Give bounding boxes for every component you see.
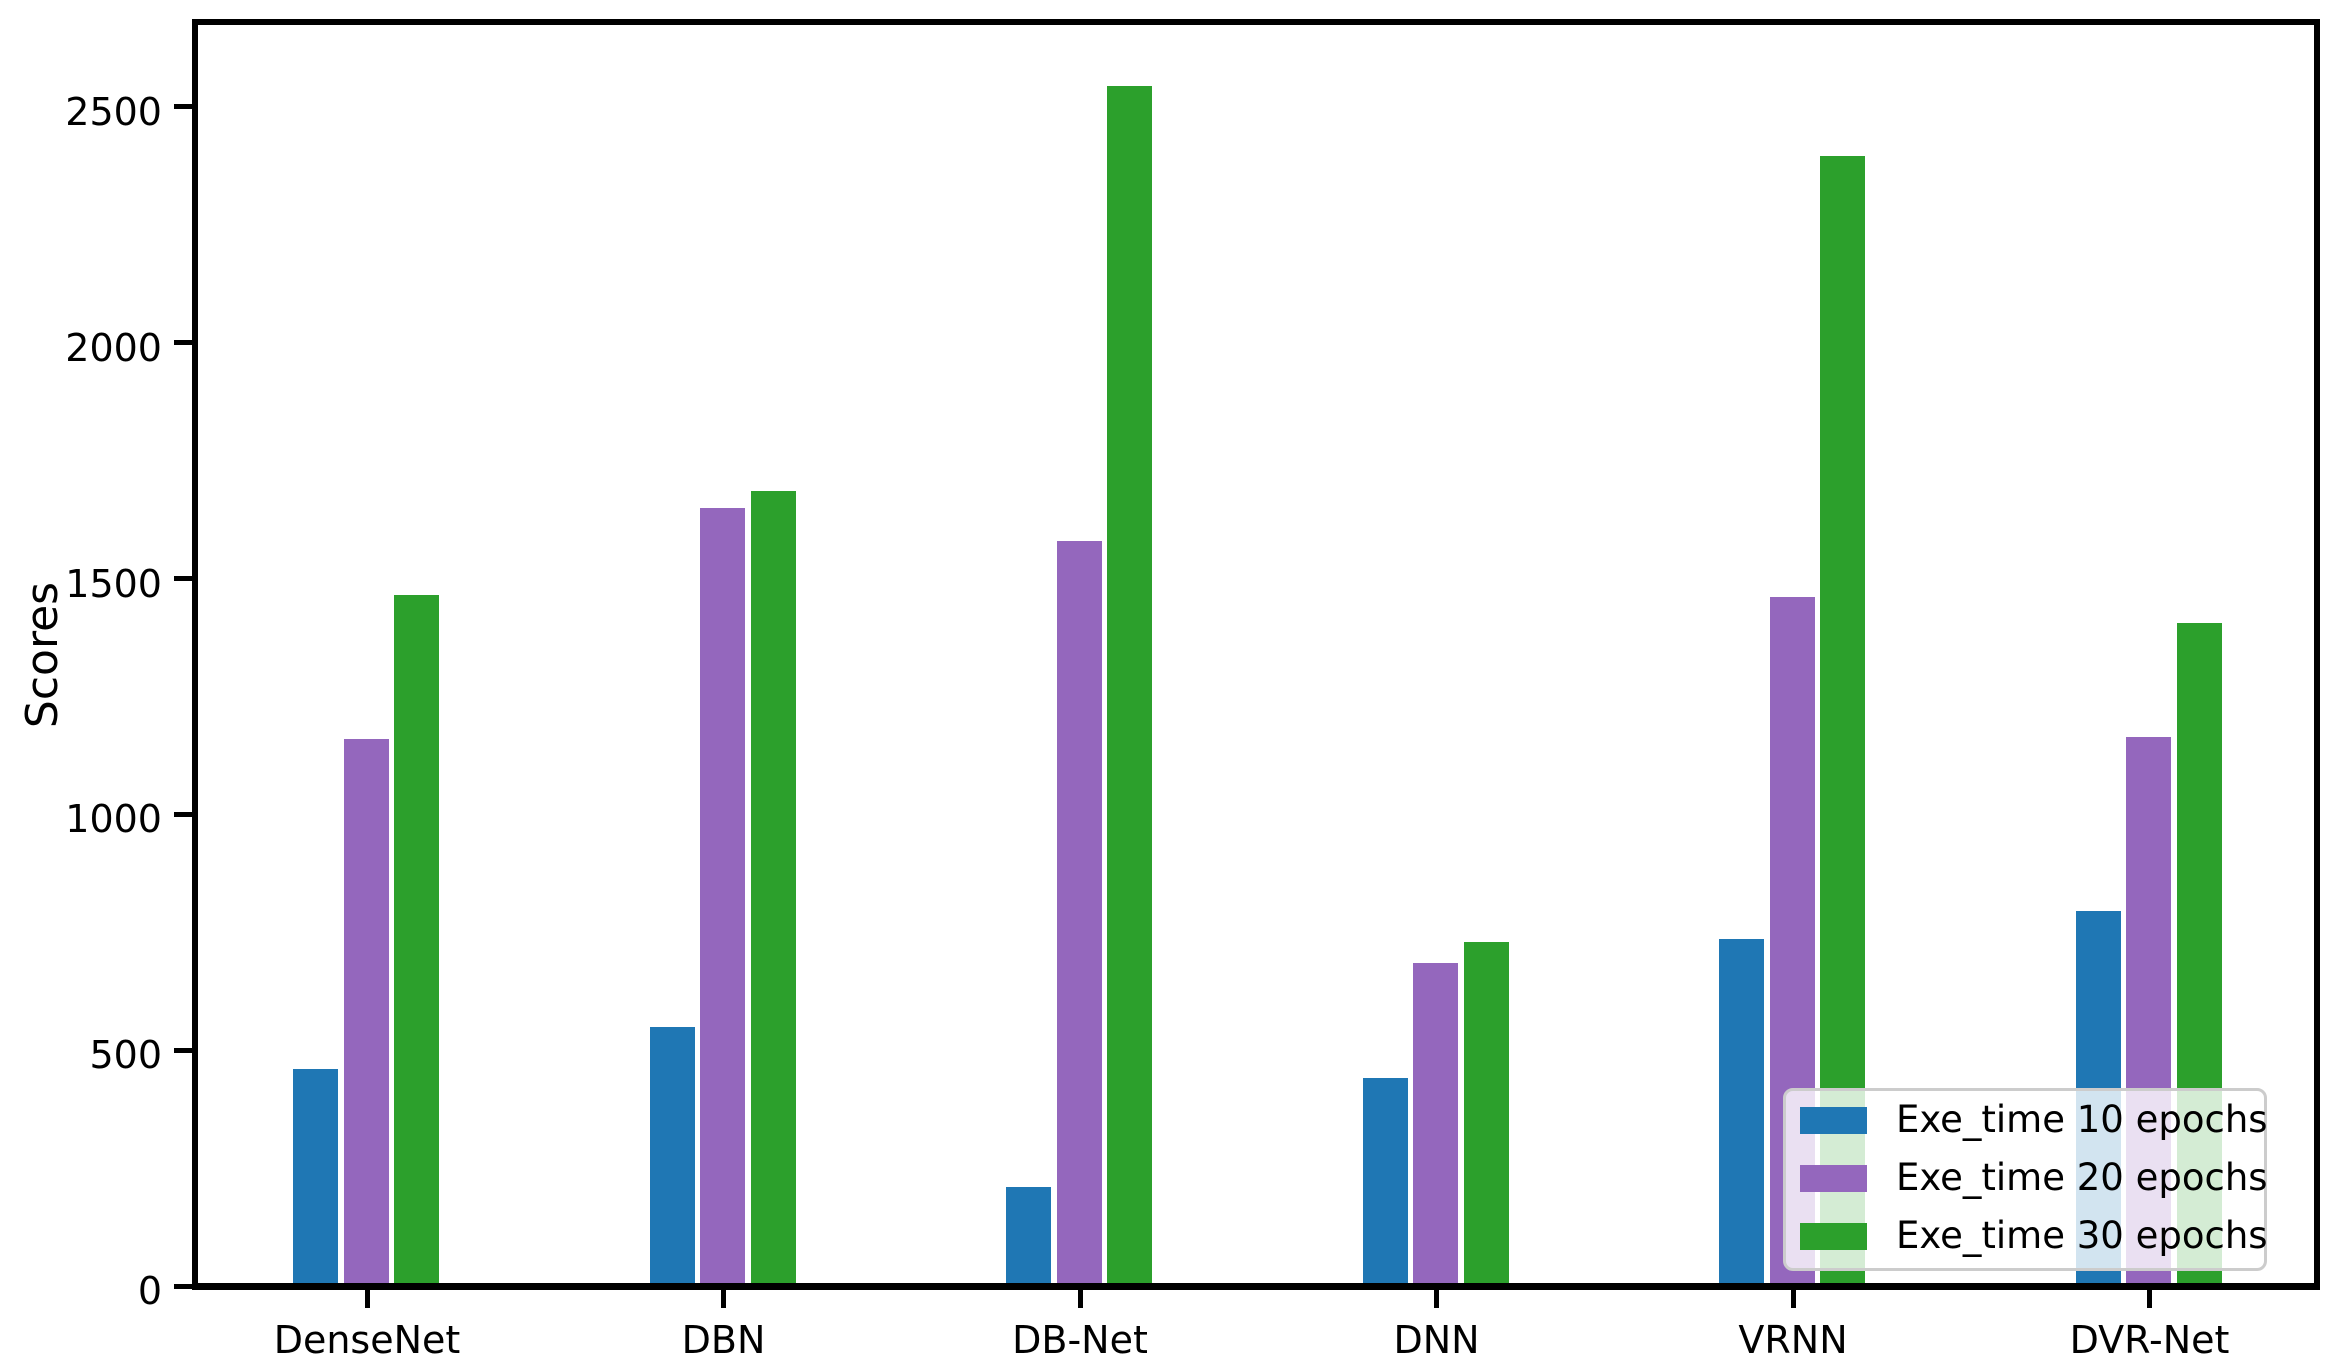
bar-DBN-series3	[750, 491, 796, 1286]
spine-top	[192, 19, 2320, 25]
y-tick-label-1000: 1000	[65, 797, 162, 842]
bar-VRNN-series1	[1719, 939, 1765, 1286]
y-tick-mark-0	[174, 1283, 192, 1289]
y-axis-spine-left	[192, 19, 198, 1289]
bar-DBN-series2	[700, 507, 746, 1286]
y-axis-label: Scores	[16, 581, 68, 729]
x-tick-mark-DBN	[721, 1290, 726, 1308]
legend-row-1: Exe_time 10 epochs	[1786, 1101, 2268, 1138]
x-tick-mark-VRNN	[1790, 1290, 1796, 1308]
bar-DenseNet-series1	[293, 1069, 339, 1286]
legend-row-3: Exe_time 30 epochs	[1786, 1217, 2268, 1254]
x-tick-mark-DB-Net	[1077, 1290, 1083, 1308]
x-tick-label-DenseNet: DenseNet	[273, 1318, 461, 1360]
y-tick-label-500: 500	[89, 1033, 162, 1078]
bar-DNN-series2	[1413, 962, 1459, 1286]
bar-DB-Net-series3	[1107, 85, 1153, 1286]
legend-swatch-2	[1800, 1165, 1867, 1192]
y-tick-mark-1500	[174, 576, 192, 582]
bar-DenseNet-series3	[394, 595, 440, 1286]
legend-label-3: Exe_time 30 epochs	[1896, 1213, 2268, 1257]
x-tick-mark-DVR-Net	[2147, 1290, 2152, 1308]
spine-right	[2314, 19, 2320, 1289]
bar-DB-Net-series2	[1056, 540, 1102, 1286]
x-tick-label-DBN: DBN	[681, 1318, 766, 1360]
x-axis-spine-bottom	[192, 1283, 2320, 1290]
x-tick-label-DVR-Net: DVR-Net	[2069, 1318, 2230, 1360]
x-tick-label-DNN: DNN	[1393, 1318, 1480, 1360]
y-tick-mark-2500	[174, 104, 192, 110]
x-tick-label-DB-Net: DB-Net	[1012, 1318, 1148, 1360]
legend-swatch-3	[1800, 1223, 1867, 1250]
x-tick-mark-DNN	[1434, 1290, 1439, 1308]
y-tick-mark-1000	[174, 811, 192, 817]
y-tick-mark-500	[174, 1047, 192, 1053]
legend-label-2: Exe_time 20 epochs	[1896, 1155, 2268, 1199]
bar-DBN-series1	[649, 1026, 695, 1286]
bar-DNN-series1	[1362, 1078, 1408, 1286]
bar-DenseNet-series2	[343, 738, 389, 1286]
y-tick-mark-2000	[174, 340, 192, 346]
bar-DB-Net-series1	[1006, 1186, 1052, 1286]
y-tick-label-0: 0	[137, 1269, 162, 1313]
legend-row-2: Exe_time 20 epochs	[1786, 1159, 2268, 1196]
legend-swatch-1	[1800, 1107, 1867, 1134]
x-tick-mark-DenseNet	[364, 1290, 370, 1308]
y-tick-label-2000: 2000	[65, 325, 162, 370]
y-tick-label-1500: 1500	[65, 561, 162, 606]
x-tick-label-VRNN: VRNN	[1738, 1318, 1848, 1360]
bar-DNN-series3	[1463, 941, 1509, 1286]
legend-label-1: Exe_time 10 epochs	[1896, 1097, 2268, 1141]
y-tick-label-2500: 2500	[65, 89, 162, 134]
legend: Exe_time 10 epochs Exe_time 20 epochs Exe_…	[1783, 1088, 2268, 1271]
